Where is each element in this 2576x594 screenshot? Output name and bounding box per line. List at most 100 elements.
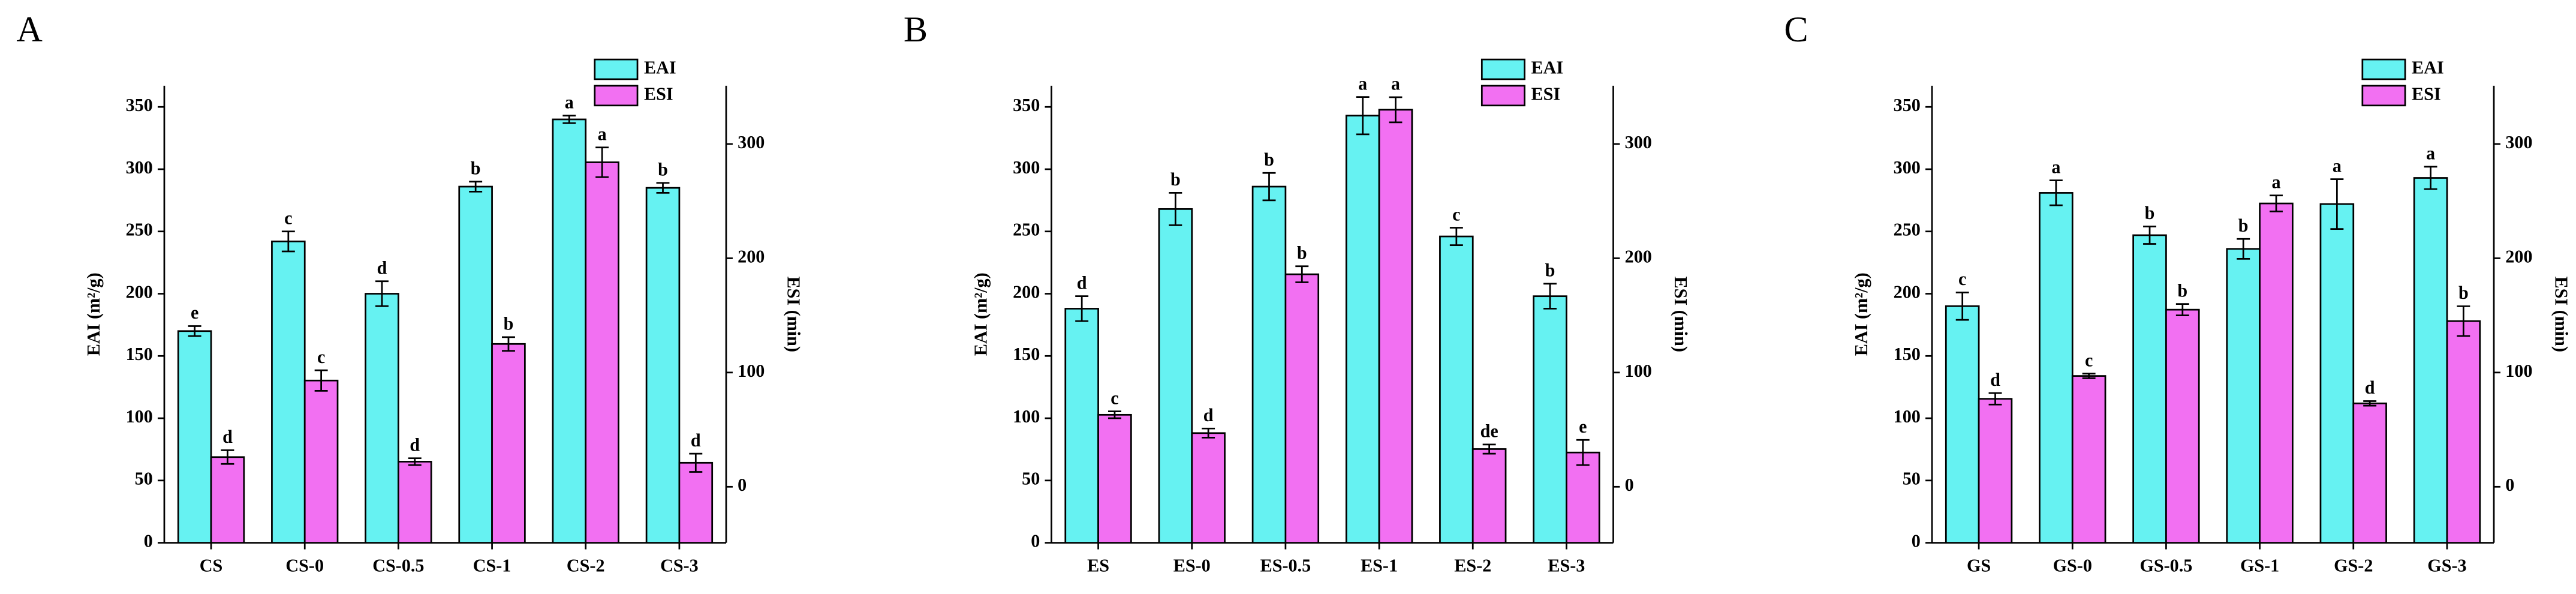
error-bar — [1356, 96, 1370, 136]
error-bar — [1955, 292, 1969, 321]
significance-letter: d — [377, 258, 387, 278]
bar — [1064, 308, 1099, 544]
error-bar — [1295, 265, 1309, 283]
y2-axis-label: ESI (min) — [1671, 277, 1691, 352]
bar — [1251, 185, 1287, 544]
significance-letter: b — [2238, 215, 2249, 236]
x-tick-label: GS-0 — [2053, 556, 2092, 576]
y-tick-label: 250 — [1013, 220, 1040, 240]
significance-letter: a — [1358, 73, 1367, 94]
bar — [365, 293, 399, 544]
bar — [491, 343, 526, 544]
error-bar — [689, 452, 703, 473]
y2-tick-label: 300 — [2505, 132, 2532, 152]
significance-letter: b — [658, 160, 668, 180]
y2-tick-label: 100 — [1625, 361, 1652, 381]
error-bar — [408, 457, 422, 466]
bar — [552, 118, 587, 544]
x-tick-label: CS-2 — [567, 556, 605, 576]
error-bar — [1988, 392, 2002, 406]
x-tick-label: CS-0.5 — [372, 556, 424, 576]
y-tick-label: 350 — [1013, 95, 1040, 115]
panel-label: C — [1784, 10, 1808, 50]
bar — [2352, 402, 2387, 544]
error-bar — [2082, 373, 2096, 379]
y-tick-label: 50 — [1903, 469, 1921, 489]
y2-tick-label: 0 — [1625, 475, 1634, 495]
bar — [585, 161, 619, 544]
y-tick-label: 0 — [1031, 531, 1040, 551]
y-tick-label: 200 — [126, 281, 153, 302]
y2-tick-label: 100 — [2505, 361, 2532, 381]
y-tick-label: 250 — [126, 220, 153, 240]
bar — [2259, 202, 2294, 544]
bar — [1284, 273, 1320, 544]
y2-tick-label: 0 — [2505, 475, 2514, 495]
error-bar — [1108, 410, 1121, 419]
error-bar — [2330, 178, 2344, 230]
error-bar — [656, 182, 670, 194]
y-tick-label: 100 — [1894, 406, 1921, 427]
bar — [210, 456, 245, 544]
significance-letter: a — [2333, 155, 2342, 176]
y2-tick-label: 200 — [1625, 246, 1652, 266]
x-tick-label: ES-1 — [1361, 556, 1398, 576]
y-tick-label: 250 — [1894, 220, 1921, 240]
panel-label: A — [16, 10, 43, 50]
y-tick-label: 350 — [1894, 95, 1921, 115]
y-tick-label: 350 — [126, 95, 153, 115]
bar — [1439, 235, 1474, 544]
y-tick-label: 150 — [1013, 344, 1040, 364]
significance-letter: c — [317, 347, 325, 367]
error-bar — [314, 369, 328, 392]
y2-tick-label: 300 — [1625, 132, 1652, 152]
bar — [398, 461, 432, 544]
bar — [1978, 398, 2013, 544]
y-tick-label: 150 — [126, 344, 153, 364]
significance-letter: a — [565, 92, 574, 112]
bar — [2132, 234, 2167, 544]
bar — [1566, 451, 1600, 544]
significance-letter: b — [1545, 260, 1555, 281]
bar — [2226, 248, 2261, 544]
significance-letter: d — [1203, 405, 1214, 425]
panel-label: B — [904, 10, 928, 50]
error-bar — [469, 181, 483, 193]
x-tick-label: ES-2 — [1454, 556, 1491, 576]
bar — [2039, 192, 2074, 544]
significance-letter: b — [2458, 283, 2469, 303]
significance-letter: b — [1297, 243, 1307, 263]
x-tick-label: CS-0 — [285, 556, 324, 576]
y2-axis-label: ESI (min) — [2551, 277, 2572, 352]
y2-tick-label: 100 — [738, 361, 765, 381]
error-bar — [1169, 192, 1182, 226]
error-bar — [502, 336, 515, 352]
x-tick-label: CS-3 — [660, 556, 699, 576]
bar — [1097, 413, 1132, 544]
x-tick-label: GS-3 — [2427, 556, 2466, 576]
y-tick-label: 300 — [1013, 157, 1040, 178]
bar — [1191, 432, 1226, 544]
significance-letter: a — [2426, 143, 2435, 164]
bar — [645, 187, 681, 544]
y-tick-label: 0 — [144, 531, 153, 551]
error-bar — [1262, 172, 1276, 202]
bar — [303, 379, 339, 544]
significance-letter: d — [1077, 272, 1087, 293]
significance-letter: d — [2365, 377, 2375, 398]
error-bar — [1075, 295, 1089, 322]
legend-swatch — [2361, 85, 2406, 107]
error-bar — [1543, 283, 1557, 310]
bar — [2071, 375, 2106, 544]
y-axis-label: EAI (m²/g) — [83, 272, 104, 356]
bar — [1533, 295, 1567, 544]
x-tick-label: GS-1 — [2240, 556, 2279, 576]
error-bar — [2270, 194, 2283, 212]
error-bar — [2049, 179, 2063, 206]
error-bar — [2175, 303, 2189, 317]
bar — [1471, 448, 1507, 544]
significance-letter: e — [191, 302, 198, 323]
bar — [2413, 177, 2448, 544]
y-axis-label: EAI (m²/g) — [1851, 272, 1871, 356]
